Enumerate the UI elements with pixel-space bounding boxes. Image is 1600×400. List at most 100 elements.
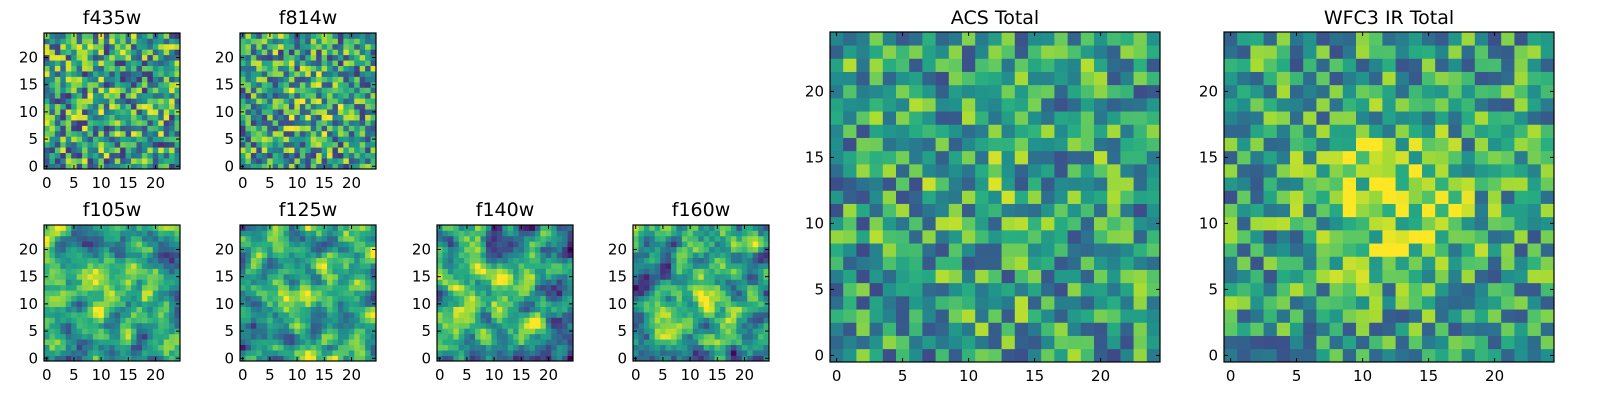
heatmap-cell <box>464 268 470 275</box>
heatmap-cell <box>909 111 923 125</box>
heatmap-cell <box>633 322 639 329</box>
heatmap-cell <box>141 43 148 50</box>
heatmap-cell <box>524 350 530 356</box>
heatmap-cell <box>1395 243 1410 257</box>
heatmap-cell <box>1224 150 1238 165</box>
heatmap-cell <box>158 317 165 324</box>
heatmap-cell <box>1094 256 1108 270</box>
heatmap-cell <box>1067 243 1082 257</box>
heatmap-cell <box>120 322 126 329</box>
heatmap-cell <box>354 279 361 286</box>
heatmap-cell <box>948 32 963 46</box>
heatmap-cell <box>502 230 509 237</box>
heatmap-cell <box>174 339 181 346</box>
heatmap-cell <box>267 230 273 237</box>
heatmap-cell <box>1290 256 1304 270</box>
y-tick-label: 15 <box>805 148 824 166</box>
heatmap-cell <box>256 141 263 148</box>
heatmap-cell <box>131 322 137 329</box>
heatmap-cell <box>638 295 645 302</box>
heatmap-cell <box>633 306 639 313</box>
heatmap-cell <box>125 284 132 291</box>
heatmap-cell <box>92 92 99 99</box>
heatmap-cell <box>60 38 67 45</box>
heatmap-cell <box>272 230 279 237</box>
heatmap-cell <box>109 322 116 329</box>
heatmap-cell <box>1501 190 1515 204</box>
heatmap-cell <box>337 120 344 126</box>
heatmap-cell <box>174 230 181 237</box>
heatmap-cell <box>447 301 454 307</box>
heatmap-cell <box>152 120 159 126</box>
heatmap-cell <box>327 268 333 275</box>
heatmap-cell <box>1329 164 1344 178</box>
heatmap-cell <box>354 38 361 45</box>
heatmap-cell <box>988 335 1002 350</box>
heatmap-cell <box>316 98 322 105</box>
heatmap-cell <box>1067 190 1082 204</box>
heatmap-cell <box>709 263 715 269</box>
heatmap-cell <box>152 230 159 237</box>
heatmap-cell <box>830 71 844 86</box>
heatmap-cell <box>720 257 726 264</box>
heatmap-cell <box>343 279 350 286</box>
heatmap-cell <box>491 241 498 248</box>
heatmap-cell <box>1001 348 1016 363</box>
heatmap-cell <box>92 279 99 286</box>
heatmap-cell <box>321 109 328 115</box>
heatmap-cell <box>1120 124 1134 138</box>
heatmap-cell <box>82 158 88 164</box>
heatmap-cell <box>1422 309 1436 323</box>
heatmap-cell <box>174 257 181 264</box>
heatmap-cell <box>752 339 759 346</box>
heatmap-cell <box>103 71 110 77</box>
heatmap-cell <box>496 257 503 264</box>
heatmap-cell <box>354 230 361 237</box>
heatmap-cell <box>1107 45 1121 59</box>
heatmap-cell <box>1001 71 1016 86</box>
heatmap-cell <box>305 273 312 280</box>
heatmap-cell <box>250 120 257 126</box>
heatmap-cell <box>250 230 257 237</box>
heatmap-cell <box>267 350 273 356</box>
heatmap-cell <box>250 87 257 94</box>
heatmap-cell <box>348 141 355 148</box>
heatmap-cell <box>524 268 530 275</box>
heatmap-cell <box>343 141 350 148</box>
heatmap-cell <box>948 216 963 231</box>
heatmap-cell <box>305 65 312 72</box>
heatmap-cell <box>556 268 563 275</box>
heatmap-cell <box>1120 282 1134 297</box>
heatmap-cell <box>152 125 159 132</box>
x-tick-label: 0 <box>832 367 842 385</box>
heatmap-cell <box>649 241 656 248</box>
heatmap-cell <box>856 98 870 112</box>
axes-frame <box>829 31 1161 363</box>
heatmap-cell <box>120 241 126 248</box>
heatmap-cell <box>163 54 170 61</box>
heatmap-cell <box>294 109 301 115</box>
y-tick-label: 10 <box>412 295 431 313</box>
heatmap-cell <box>1224 177 1238 191</box>
heatmap-cell <box>136 290 143 297</box>
heatmap-cell <box>763 317 770 324</box>
heatmap-cell <box>896 322 910 336</box>
heatmap-cell <box>245 241 252 248</box>
heatmap-cell <box>692 328 699 335</box>
heatmap-cell <box>44 43 50 50</box>
heatmap-cell <box>240 350 246 356</box>
heatmap-cell <box>1290 348 1304 363</box>
heatmap-cell <box>169 241 175 248</box>
heatmap-cell <box>720 279 726 286</box>
heatmap-cell <box>54 147 61 154</box>
heatmap-cell <box>687 322 694 329</box>
heatmap-cell <box>730 241 737 248</box>
heatmap-cell <box>1540 256 1555 270</box>
heatmap-cell <box>948 71 963 86</box>
heatmap-cell <box>480 252 487 258</box>
heatmap-cell <box>1054 150 1068 165</box>
heatmap-cell <box>327 60 333 66</box>
heatmap-cell <box>1342 243 1357 257</box>
heatmap-cell <box>545 301 552 307</box>
